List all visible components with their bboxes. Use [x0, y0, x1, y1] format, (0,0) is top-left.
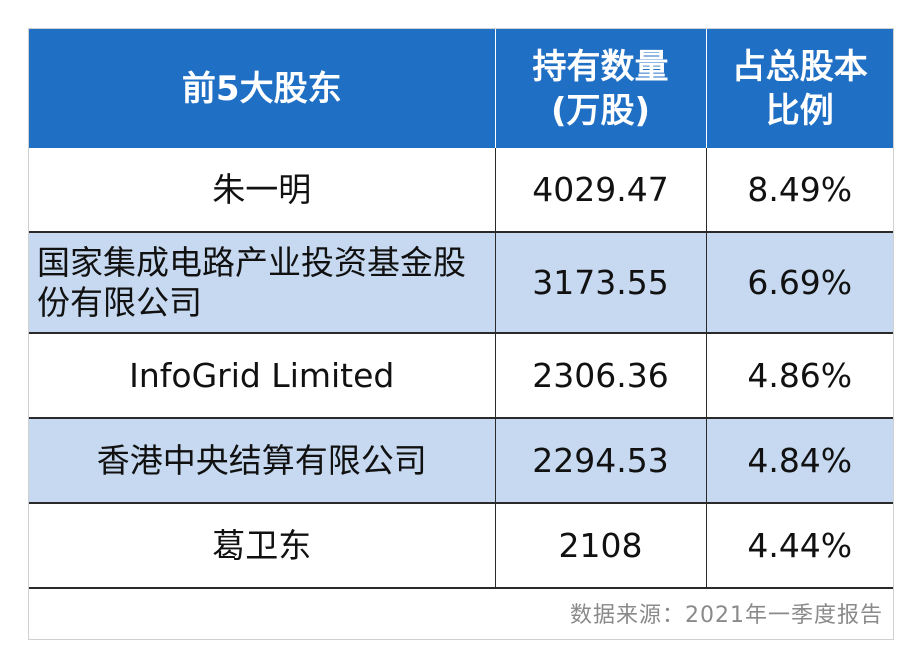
- header-ratio-line1: 占总股本: [731, 46, 868, 87]
- shares-held: 2294.53: [495, 418, 707, 504]
- ownership-ratio: 6.69%: [706, 232, 893, 334]
- shareholder-name: 国家集成电路产业投资基金股份有限公司: [29, 232, 496, 334]
- ownership-ratio: 8.49%: [706, 148, 893, 233]
- shareholder-name: 香港中央结算有限公司: [29, 418, 496, 504]
- header-shares-held-line1: 持有数量: [532, 46, 669, 87]
- header-shares-held-line2: (万股): [550, 90, 651, 131]
- header-ratio-line2: 比例: [765, 90, 834, 131]
- header-shares-held: 持有数量 (万股): [495, 29, 707, 148]
- shareholder-name: 葛卫东: [29, 503, 496, 589]
- shares-held: 2306.36: [495, 333, 707, 419]
- table-row: 国家集成电路产业投资基金股份有限公司 3173.55 6.69%: [29, 232, 893, 334]
- data-source-note: 数据来源：2021年一季度报告: [570, 603, 883, 628]
- shareholder-name: InfoGrid Limited: [29, 333, 496, 419]
- shares-held: 3173.55: [495, 232, 707, 334]
- ownership-ratio: 4.86%: [706, 333, 893, 419]
- shareholder-table-card: 前5大股东 持有数量 (万股) 占总股本 比例 朱一明 4029.47 8.49…: [28, 28, 894, 640]
- header-ownership-ratio: 占总股本 比例: [706, 29, 893, 148]
- table-row: 葛卫东 2108 4.44%: [29, 503, 893, 589]
- shares-held: 4029.47: [495, 148, 707, 233]
- ownership-ratio: 4.84%: [706, 418, 893, 504]
- shares-held: 2108: [495, 503, 707, 589]
- ownership-ratio: 4.44%: [706, 503, 893, 589]
- shareholder-name: 朱一明: [29, 148, 496, 233]
- table-row: 朱一明 4029.47 8.49%: [29, 148, 893, 233]
- table-row: InfoGrid Limited 2306.36 4.86%: [29, 333, 893, 419]
- table-header-row: 前5大股东 持有数量 (万股) 占总股本 比例: [29, 29, 893, 148]
- top-shareholders-table: 前5大股东 持有数量 (万股) 占总股本 比例 朱一明 4029.47 8.49…: [29, 29, 893, 589]
- table-row: 香港中央结算有限公司 2294.53 4.84%: [29, 418, 893, 504]
- header-shareholder: 前5大股东: [29, 29, 496, 148]
